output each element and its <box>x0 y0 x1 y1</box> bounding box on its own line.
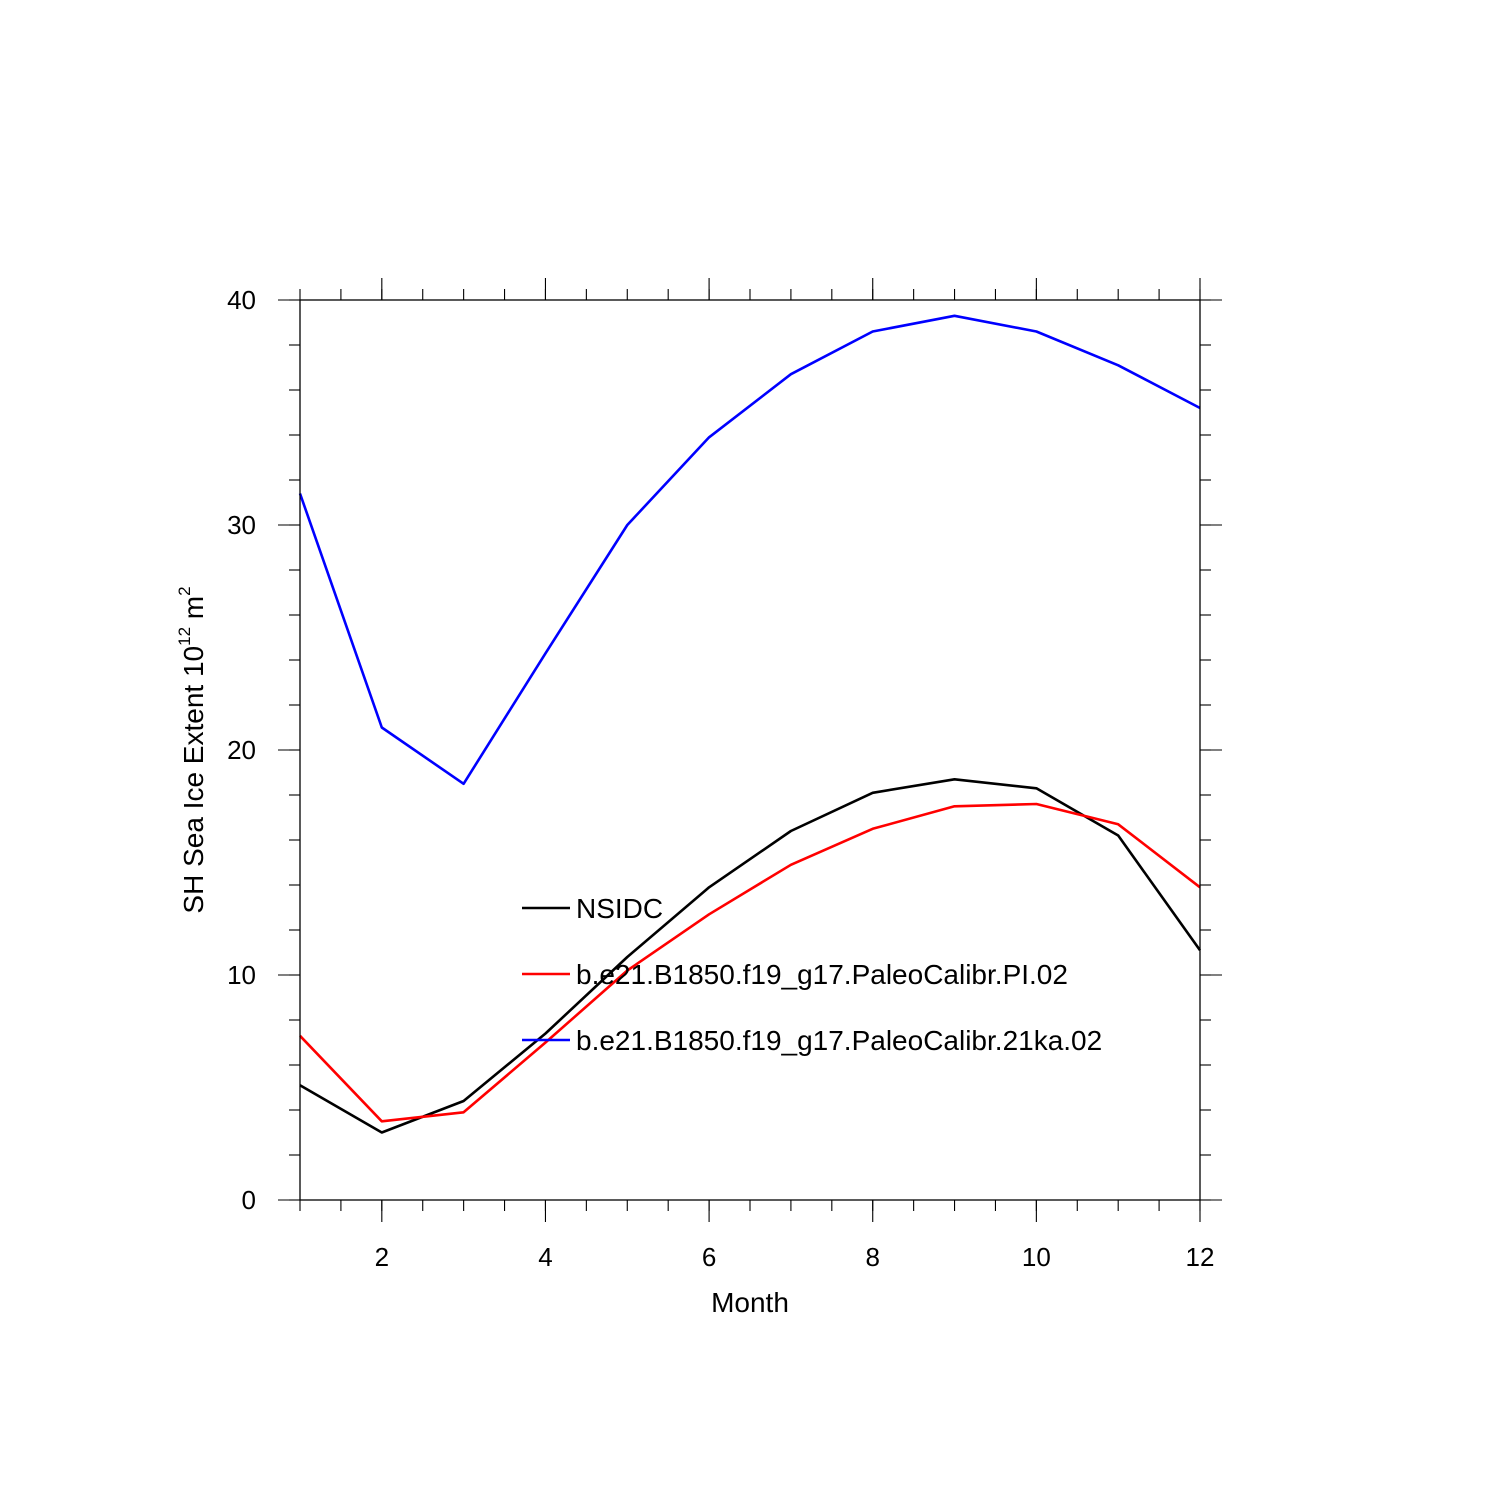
x-tick-label: 4 <box>538 1242 552 1272</box>
y-tick-label: 10 <box>227 960 256 990</box>
legend-label-3: b.e21.B1850.f19_g17.PaleoCalibr.21ka.02 <box>576 1025 1102 1056</box>
series-line-2 <box>299 802 1201 1123</box>
legend: NSIDC b.e21.B1850.f19_g17.PaleoCalibr.PI.… <box>522 893 1102 1056</box>
y-axis-label: SH Sea Ice Extent 1012 m2 <box>175 586 209 913</box>
series-line-3 <box>298 314 1201 786</box>
legend-label-1: NSIDC <box>576 893 663 924</box>
y-axis-label-exponent: 12 <box>175 627 194 646</box>
x-tick-label: 6 <box>702 1242 716 1272</box>
x-tick-label: 12 <box>1186 1242 1215 1272</box>
y-tick-label: 40 <box>227 285 256 315</box>
x-tick-label: 2 <box>375 1242 389 1272</box>
series-layer <box>298 314 1202 1134</box>
series-line-1 <box>299 777 1202 1134</box>
axes: 2 4 6 8 10 12 0 10 20 30 40 <box>227 278 1222 1272</box>
y-tick-label: 0 <box>242 1185 256 1215</box>
x-tick-label: 10 <box>1022 1242 1051 1272</box>
y-tick-label: 30 <box>227 510 256 540</box>
y-tick-label: 20 <box>227 735 256 765</box>
plot-frame <box>299 299 1201 1201</box>
y-axis-label-unit: m <box>178 596 209 627</box>
y-axis-label-text: SH Sea Ice Extent 10 <box>178 646 209 914</box>
x-axis-label: Month <box>711 1287 789 1318</box>
legend-label-2: b.e21.B1850.f19_g17.PaleoCalibr.PI.02 <box>576 959 1068 990</box>
x-tick-label: 8 <box>865 1242 879 1272</box>
y-axis-label-unit-exponent: 2 <box>175 586 194 595</box>
